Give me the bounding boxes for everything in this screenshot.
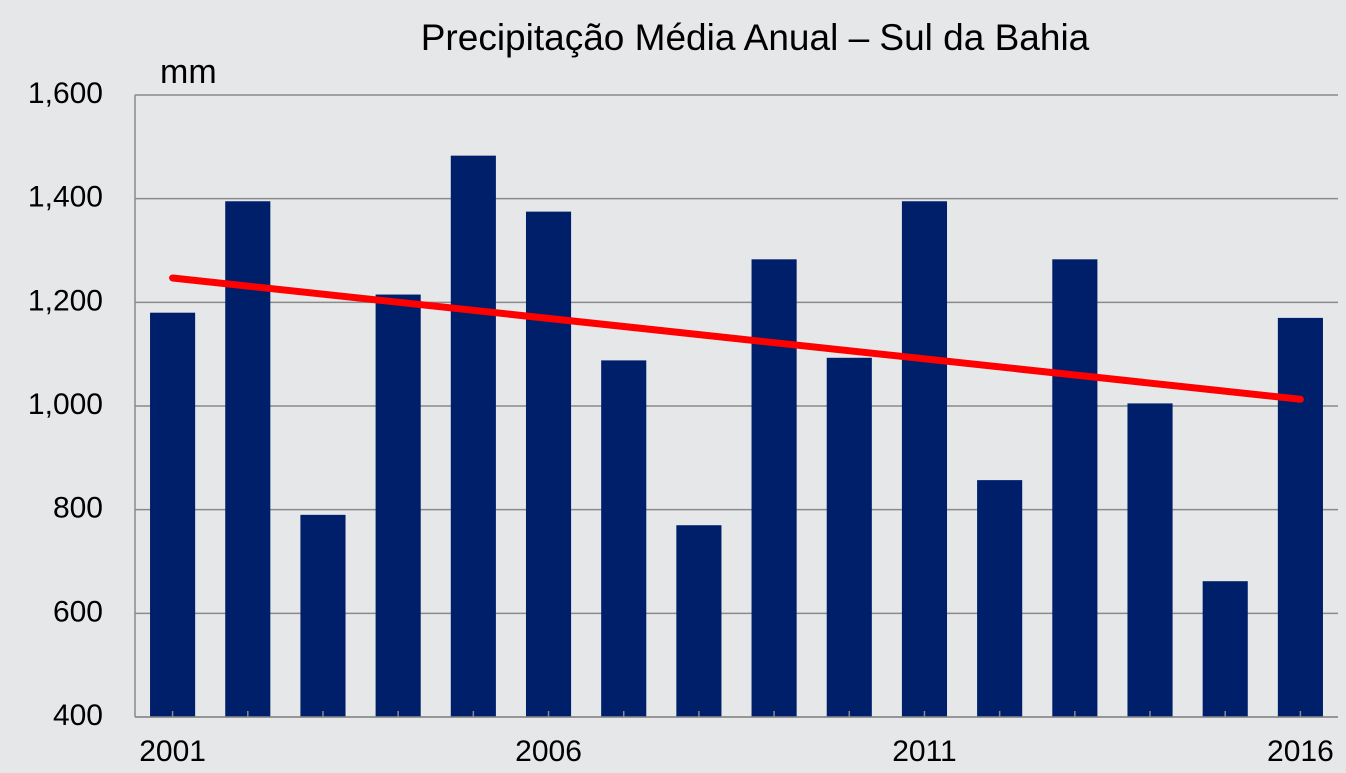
bar	[375, 294, 421, 717]
y-axis-label: mm	[160, 53, 217, 91]
bar	[150, 312, 196, 717]
trend-line	[169, 274, 1304, 403]
bar	[1277, 317, 1323, 717]
y-tick-label: 1,400	[28, 181, 103, 214]
bar	[1127, 403, 1173, 717]
x-tick-label: 2011	[892, 735, 957, 768]
y-tick-label: 1,000	[28, 388, 103, 421]
y-tick-label: 600	[53, 595, 103, 628]
y-tick-label: 800	[53, 492, 103, 525]
y-tick-label: 400	[53, 699, 103, 732]
bar	[225, 201, 271, 718]
bar	[977, 480, 1023, 717]
bar	[1052, 259, 1098, 717]
bar	[901, 201, 948, 718]
chart-title: Precipitação Média Anual – Sul da Bahia	[421, 17, 1090, 58]
bar	[601, 360, 647, 717]
bar	[1202, 581, 1248, 717]
y-tick-label: 1,600	[28, 77, 103, 110]
bar	[751, 259, 797, 717]
y-tick-label: 1,200	[28, 284, 103, 317]
bar	[450, 155, 496, 717]
bar	[676, 525, 722, 717]
bar	[300, 514, 346, 717]
bar	[525, 211, 572, 717]
x-tick-label: 2016	[1267, 735, 1334, 768]
x-tick-label: 2001	[139, 735, 206, 768]
x-tick-label: 2006	[515, 735, 582, 768]
bar	[826, 357, 872, 717]
